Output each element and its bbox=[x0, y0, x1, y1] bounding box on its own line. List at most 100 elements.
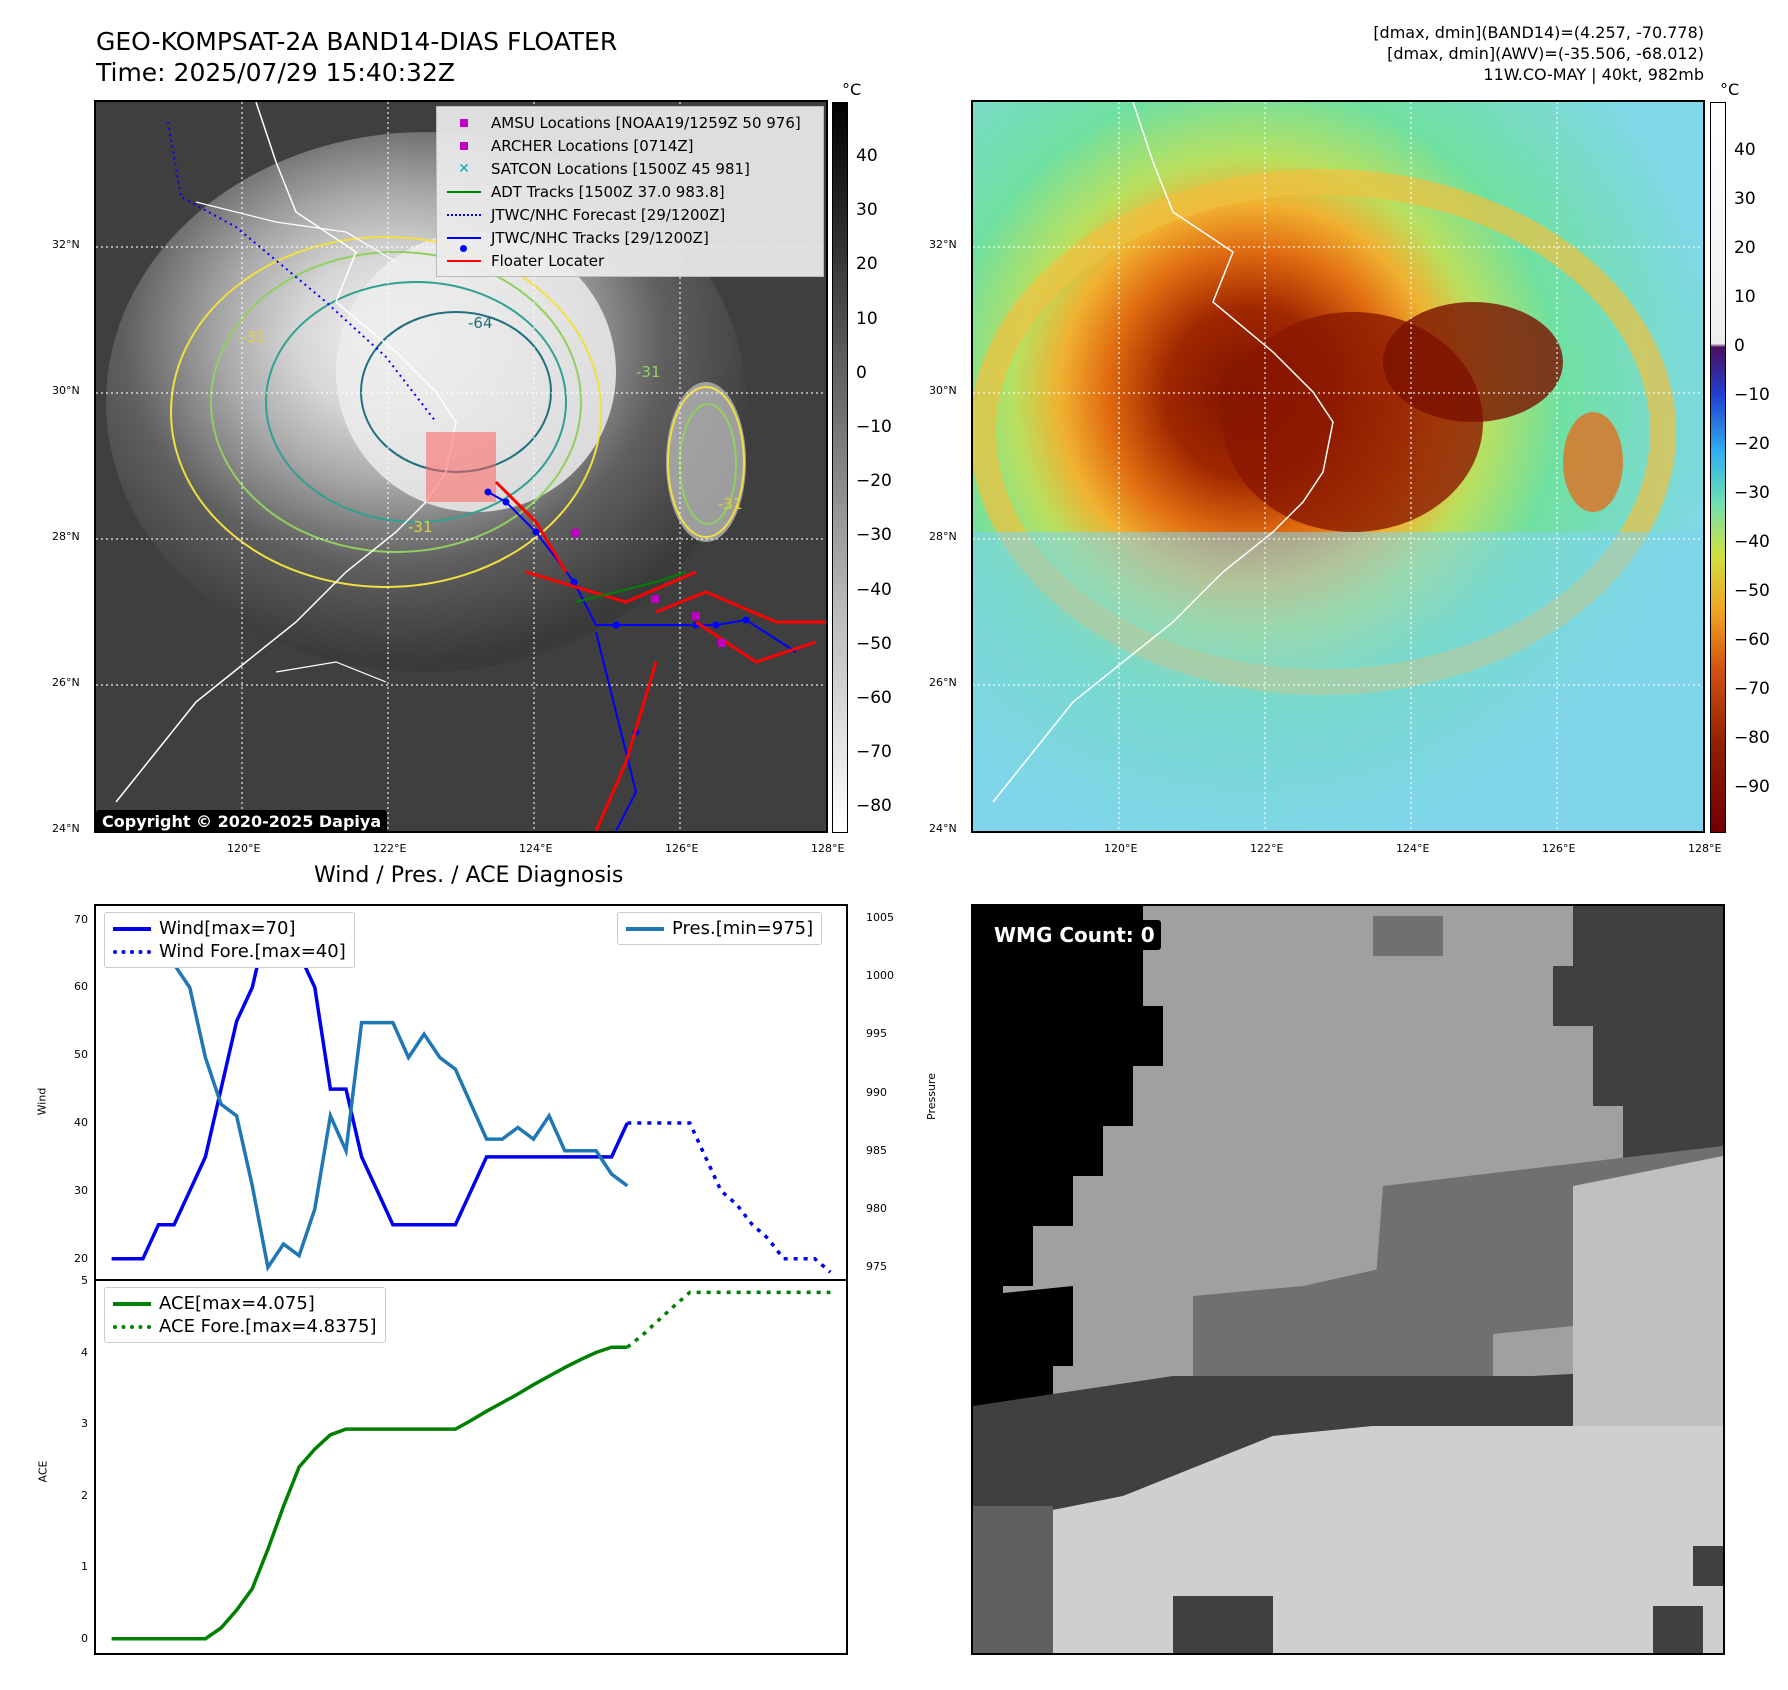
awv-map-image bbox=[973, 102, 1703, 831]
colorbar-tick-label: 10 bbox=[856, 308, 878, 329]
pressure-legend: Pres.[min=975] bbox=[617, 912, 823, 945]
lon-label: 120°E bbox=[1104, 842, 1138, 855]
colorbar-tick-label: 30 bbox=[1734, 189, 1756, 209]
lat-label: 32°N bbox=[929, 238, 957, 251]
ace-axis-label: ACE bbox=[36, 1460, 50, 1483]
lat-label: 24°N bbox=[929, 822, 957, 835]
cbar-unit: °C bbox=[1720, 80, 1740, 99]
colorbar-tick-label: −10 bbox=[856, 417, 892, 437]
colorbar-tick-label: 20 bbox=[856, 254, 878, 275]
square-marker-icon bbox=[445, 141, 483, 150]
colorbar-tick-label: −50 bbox=[1734, 581, 1770, 601]
ace-legend: ACE[max=4.075] ACE Fore.[max=4.8375] bbox=[104, 1287, 386, 1343]
colorbar-tick-label: −30 bbox=[856, 525, 892, 546]
colorbar-tick-label: 40 bbox=[856, 146, 878, 166]
colorbar-tick-label: −80 bbox=[856, 796, 892, 817]
axis-tick-label: 4 bbox=[81, 1345, 88, 1359]
colorbar-tick-label: −40 bbox=[856, 579, 892, 600]
dotted-line-icon bbox=[445, 213, 483, 216]
legend-wind: Wind[max=70] bbox=[113, 917, 346, 940]
lat-label: 26°N bbox=[929, 676, 957, 689]
legend-forecast: JTWC/NHC Forecast [29/1200Z] bbox=[445, 203, 815, 226]
ace-svg bbox=[111, 1290, 831, 1641]
wmg-panel bbox=[971, 904, 1725, 1655]
cbar-unit: °C bbox=[842, 80, 862, 99]
legend-ace: ACE[max=4.075] bbox=[113, 1292, 377, 1315]
lon-label: 122°E bbox=[1250, 842, 1284, 855]
contour-label: -31 bbox=[241, 328, 266, 346]
colorbar-tick-label: −70 bbox=[1734, 679, 1770, 699]
axis-tick-label: 0 bbox=[81, 1631, 88, 1645]
diagnosis-title: Wind / Pres. / ACE Diagnosis bbox=[314, 863, 624, 888]
lon-label: 120°E bbox=[227, 842, 261, 855]
colorbar-tick-label: −20 bbox=[856, 471, 892, 492]
lat-label: 24°N bbox=[52, 822, 80, 835]
colorbar-tick-label: −60 bbox=[856, 688, 892, 708]
line-marker-icon bbox=[445, 190, 483, 193]
lon-label: 128°E bbox=[811, 842, 845, 855]
gray-colorbar bbox=[832, 102, 848, 833]
lon-label: 122°E bbox=[373, 842, 407, 855]
axis-tick-label: 60 bbox=[74, 980, 88, 994]
wind-pressure-svg bbox=[111, 914, 832, 1274]
map-legend: AMSU Locations [NOAA19/1259Z 50 976] ARC… bbox=[436, 106, 824, 277]
axis-tick-label: 995 bbox=[866, 1027, 887, 1041]
x-marker-icon: ✕ bbox=[458, 160, 470, 177]
series-line bbox=[111, 914, 629, 1261]
forecast-series-line bbox=[626, 1290, 831, 1349]
lat-label: 32°N bbox=[52, 238, 80, 251]
axis-tick-label: 20 bbox=[74, 1251, 88, 1265]
legend-ace-fore: ACE Fore.[max=4.8375] bbox=[113, 1315, 377, 1338]
lat-label: 28°N bbox=[929, 530, 957, 543]
legend-satcon: ✕ SATCON Locations [1500Z 45 981] bbox=[445, 157, 815, 180]
colorbar-tick-label: −70 bbox=[856, 742, 892, 763]
lon-label: 124°E bbox=[1396, 842, 1430, 855]
info-line-2: [dmax, dmin](AWV)=(-35.506, -68.012) bbox=[1387, 44, 1704, 63]
colorbar-tick-label: −90 bbox=[1734, 777, 1770, 797]
axis-tick-label: 975 bbox=[866, 1260, 887, 1274]
legend-tracks: JTWC/NHC Tracks [29/1200Z] bbox=[445, 226, 815, 252]
lon-label: 126°E bbox=[1542, 842, 1576, 855]
axis-tick-label: 990 bbox=[866, 1085, 887, 1099]
pressure-axis-label: Pressure bbox=[924, 1073, 938, 1120]
axis-tick-label: 980 bbox=[866, 1202, 887, 1216]
wind-legend: Wind[max=70] Wind Fore.[max=40] bbox=[104, 912, 355, 968]
colorbar-tick-label: 10 bbox=[1734, 287, 1756, 307]
colorbar-tick-label: −20 bbox=[1734, 434, 1770, 454]
axis-tick-label: 1005 bbox=[866, 910, 894, 924]
colorbar-tick-label: −50 bbox=[856, 633, 892, 654]
legend-archer: ARCHER Locations [0714Z] bbox=[445, 134, 815, 157]
series-line bbox=[111, 1345, 628, 1641]
line-marker-icon bbox=[445, 259, 483, 262]
forecast-series-line bbox=[627, 1121, 832, 1274]
axis-tick-label: 70 bbox=[74, 912, 88, 926]
axis-tick-label: 1 bbox=[81, 1560, 88, 1574]
axis-tick-label: 30 bbox=[74, 1183, 88, 1197]
square-marker-icon bbox=[445, 118, 483, 127]
colorbar-tick-label: 0 bbox=[1734, 336, 1745, 356]
contour-label: -31 bbox=[408, 518, 433, 536]
floater-box bbox=[426, 432, 496, 502]
colorbar-tick-label: 0 bbox=[856, 362, 867, 383]
lat-label: 28°N bbox=[52, 530, 80, 543]
axis-tick-label: 3 bbox=[81, 1417, 88, 1431]
ace-plot bbox=[94, 1279, 848, 1655]
color-colorbar bbox=[1710, 102, 1726, 833]
contour-label: -31 bbox=[636, 363, 661, 381]
dotted-line-icon bbox=[113, 1324, 151, 1329]
figure-title: GEO-KOMPSAT-2A BAND14-DIAS FLOATER Time:… bbox=[96, 26, 617, 88]
info-line-3: 11W.CO-MAY | 40kt, 982mb bbox=[1483, 65, 1704, 84]
legend-pres: Pres.[min=975] bbox=[626, 917, 813, 940]
lon-label: 128°E bbox=[1688, 842, 1722, 855]
axis-tick-label: 1000 bbox=[866, 968, 894, 982]
wmg-count-badge: WMG Count: 0 bbox=[988, 920, 1161, 950]
line-marker-icon bbox=[113, 926, 151, 931]
lon-label: 126°E bbox=[665, 842, 699, 855]
copyright-badge: Copyright © 2020-2025 Dapiya bbox=[96, 810, 388, 833]
series-line bbox=[111, 927, 629, 1272]
lat-label: 26°N bbox=[52, 676, 80, 689]
legend-amsu: AMSU Locations [NOAA19/1259Z 50 976] bbox=[445, 111, 815, 134]
axis-tick-label: 40 bbox=[74, 1116, 88, 1130]
info-line-1: [dmax, dmin](BAND14)=(4.257, -70.778) bbox=[1373, 23, 1704, 42]
awv-map-panel bbox=[971, 100, 1705, 833]
